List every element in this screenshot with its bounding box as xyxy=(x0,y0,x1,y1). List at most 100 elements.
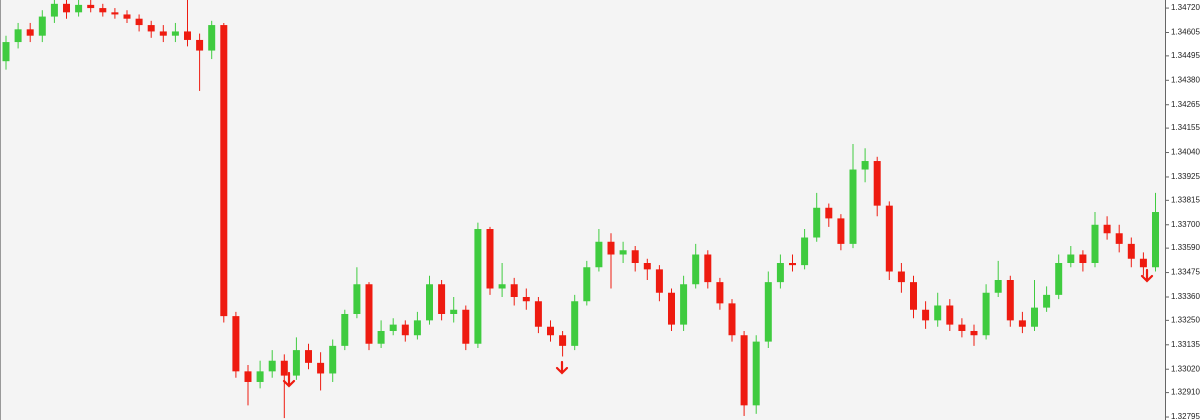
candle-body xyxy=(958,324,966,331)
candle-body xyxy=(946,305,954,325)
candle-body xyxy=(910,282,917,310)
candle-body xyxy=(26,29,34,36)
candle-body xyxy=(401,324,409,336)
y-tick-label: 1.32795 xyxy=(1171,412,1200,420)
candle-body xyxy=(982,292,990,336)
y-tick-label: 1.34040 xyxy=(1171,148,1200,157)
candle-body xyxy=(789,263,796,266)
candle-body xyxy=(184,31,191,40)
candle-body xyxy=(861,161,869,170)
sell-arrow xyxy=(555,360,569,375)
candle-body xyxy=(87,4,95,9)
candle-body xyxy=(268,360,276,372)
y-tick-label: 1.33925 xyxy=(1171,172,1200,181)
candle-body xyxy=(510,284,518,297)
candle-body xyxy=(825,207,833,219)
y-tick-label: 1.34155 xyxy=(1171,123,1200,132)
candle-body xyxy=(704,254,712,283)
candle-body xyxy=(619,250,627,255)
candle-body xyxy=(123,14,131,19)
candle-body xyxy=(341,313,349,346)
candle-body xyxy=(99,8,107,13)
candle-body xyxy=(413,320,421,336)
candle-body xyxy=(1139,258,1147,268)
candle-body xyxy=(740,335,748,406)
candle-body xyxy=(837,218,845,244)
candle-body xyxy=(1031,307,1038,327)
candle-body xyxy=(317,362,325,374)
sell-arrow xyxy=(1140,268,1154,283)
y-tick-label: 1.33020 xyxy=(1171,364,1200,373)
candle-body xyxy=(353,284,361,314)
candle-body xyxy=(450,309,458,314)
candle-body xyxy=(692,254,700,285)
price-axis xyxy=(1165,0,1200,420)
candle-body xyxy=(813,207,821,238)
candle-body xyxy=(631,250,639,264)
sell-arrow xyxy=(282,371,296,388)
candle-body xyxy=(38,16,46,36)
candle-body xyxy=(208,25,216,51)
candle-body xyxy=(728,303,736,336)
candle-body xyxy=(1079,254,1087,264)
candle-body xyxy=(426,284,433,321)
y-tick-label: 1.34265 xyxy=(1171,100,1200,109)
candle-body xyxy=(897,271,905,283)
candle-body xyxy=(752,341,760,406)
candles xyxy=(2,0,1159,419)
y-tick-label: 1.33135 xyxy=(1171,340,1200,349)
candle-body xyxy=(849,169,857,244)
candle-body xyxy=(559,335,567,346)
y-tick-label: 1.32910 xyxy=(1171,388,1200,397)
candle-body xyxy=(220,25,228,317)
candle-body xyxy=(1043,294,1051,308)
candle-body xyxy=(147,25,155,32)
y-tick-label: 1.34720 xyxy=(1171,3,1200,12)
candle-body xyxy=(1127,243,1135,259)
y-tick-label: 1.33250 xyxy=(1171,315,1200,324)
candle-body xyxy=(994,280,1002,293)
candle-body xyxy=(776,263,784,283)
candle-body xyxy=(305,350,312,363)
candle-body xyxy=(232,316,240,372)
candle-body xyxy=(438,284,446,314)
y-tick-label: 1.34495 xyxy=(1171,51,1200,60)
y-tick-label: 1.33700 xyxy=(1171,220,1200,229)
candle-body xyxy=(970,330,978,336)
candle-body xyxy=(547,326,554,336)
candle-body xyxy=(922,309,930,321)
y-tick-label: 1.34380 xyxy=(1171,75,1200,84)
candle-body xyxy=(196,39,204,51)
candle-body xyxy=(680,284,688,325)
candle-body xyxy=(2,42,10,62)
candle-body xyxy=(377,330,385,344)
candle-body xyxy=(643,263,651,270)
candle-body xyxy=(498,284,506,289)
candle-body xyxy=(171,31,179,36)
candle-body xyxy=(111,12,119,15)
y-tick-label: 1.34605 xyxy=(1171,28,1200,37)
candle-body xyxy=(474,229,482,344)
candle-body xyxy=(14,29,22,43)
candle-body xyxy=(522,296,530,302)
candle-body xyxy=(716,282,724,304)
candle-body xyxy=(934,305,942,321)
candle-body xyxy=(1115,233,1123,244)
candle-body xyxy=(655,269,663,293)
candle-body xyxy=(873,161,881,206)
candle-body xyxy=(571,301,579,346)
candle-body xyxy=(1067,254,1075,264)
candle-body xyxy=(50,3,58,17)
candle-body xyxy=(1018,320,1026,327)
candle-body xyxy=(329,345,337,374)
y-tick-label: 1.33360 xyxy=(1171,292,1200,301)
candle-body xyxy=(595,241,603,268)
y-tick-label: 1.33475 xyxy=(1171,268,1200,277)
candle-body xyxy=(534,301,542,327)
candle-body xyxy=(256,371,264,382)
candle-body xyxy=(583,267,591,302)
candle-body xyxy=(244,371,252,382)
candle-body xyxy=(1006,280,1014,321)
candle-body xyxy=(1103,224,1111,234)
